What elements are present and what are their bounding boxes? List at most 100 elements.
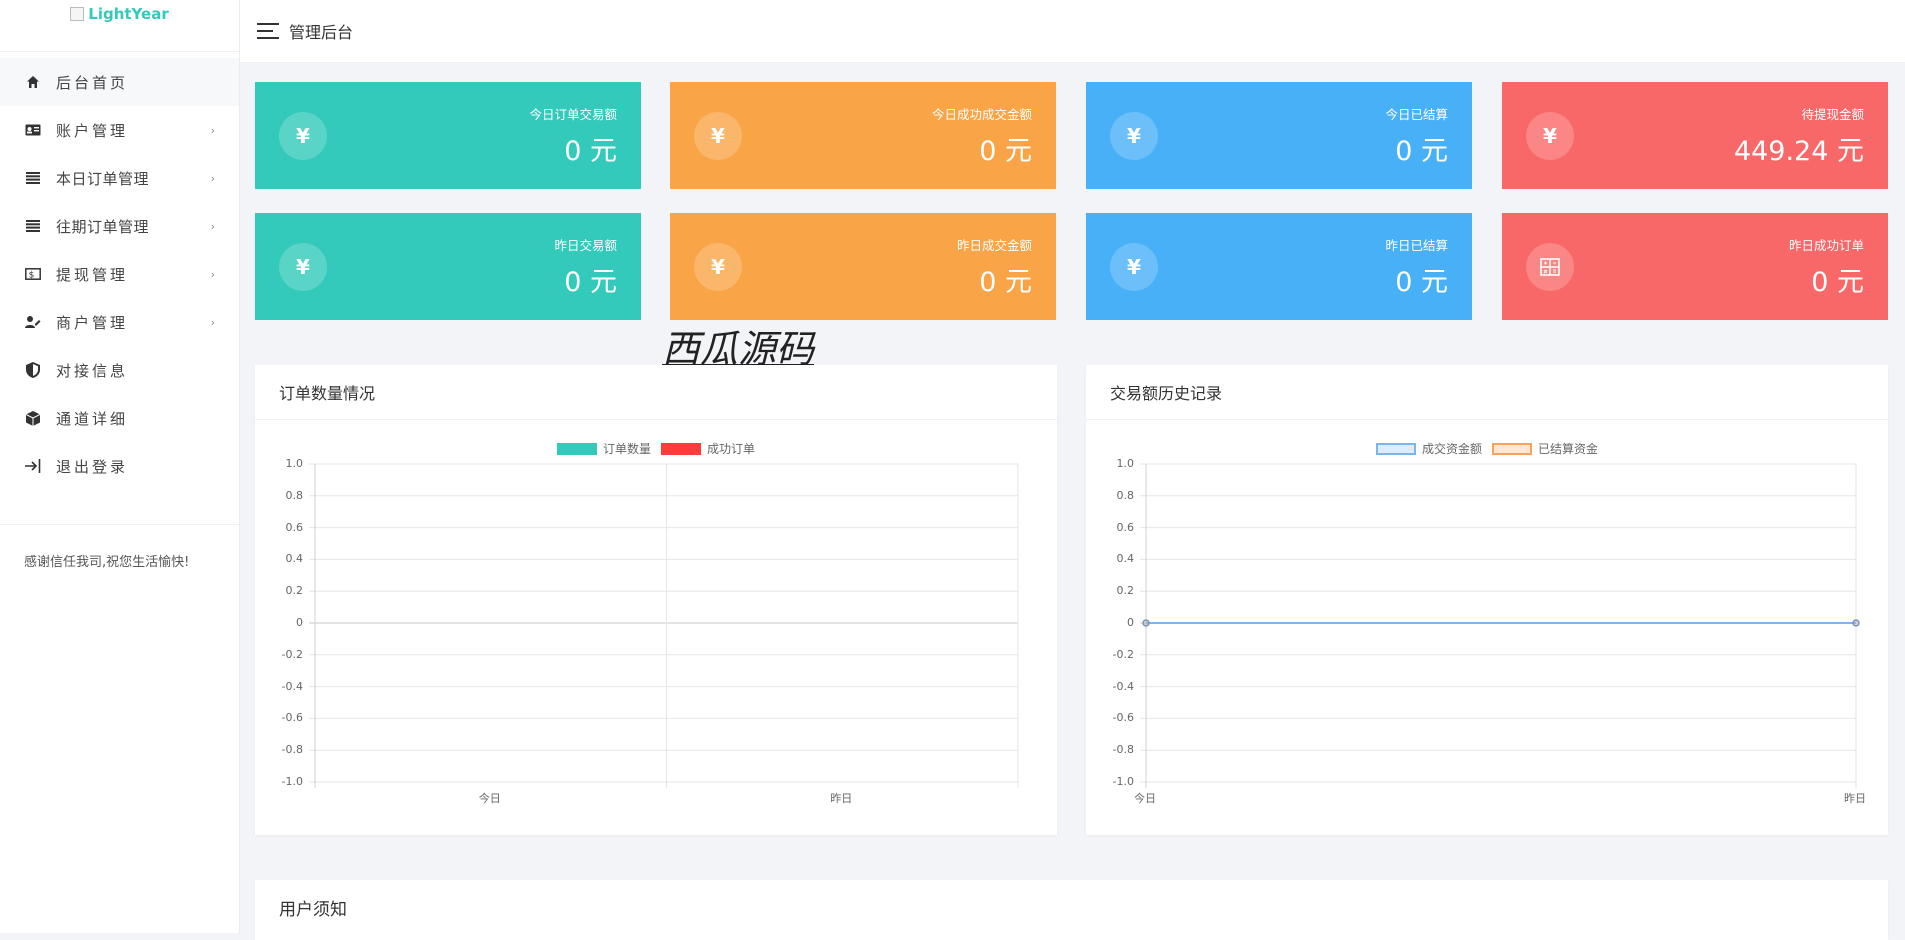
legend-item[interactable]: 已结算资金 [1492,440,1598,457]
y-tick-label: -0.6 [1112,711,1134,725]
yen-icon: ¥ [279,111,327,160]
legend-label: 成功订单 [707,442,756,456]
history-chart: 成交资金额 已结算资金 1.0 0.8 0.6 0.4 0.2 0 -0.2 -0.4 -0.6 -0… [1086,420,1888,835]
stat-card-yesterday-settled: ¥ 昨日已结算 0 元 [1086,213,1472,320]
x-tick-label: 昨日 [1844,792,1866,805]
panel-title: 交易额历史记录 [1086,365,1888,420]
stat-card-today-order-amount: ¥ 今日订单交易额 0 元 [255,82,641,189]
yen-icon: ¥ [1110,242,1158,291]
watermark-text: 西瓜源码 [662,327,815,371]
legend-swatch [1375,442,1416,455]
y-tick-label: -0.4 [1112,679,1134,693]
chevron-right-icon: › [210,267,215,281]
y-tick-label: -1.0 [281,775,303,788]
chevron-right-icon: › [210,123,215,137]
stat-card-label: 昨日成交金额 [956,237,1032,253]
yen-icon: ¥ [694,111,742,160]
sidebar-item-home[interactable]: 后台首页 [0,58,239,106]
sidebar-item-today-orders[interactable]: 本日订单管理 › [0,154,239,202]
legend-swatch [556,442,597,455]
stat-card-label: 待提现金额 [1801,106,1864,122]
stat-card-today-settled: ¥ 今日已结算 0 元 [1086,82,1472,189]
stat-card-value: 0 元 [564,266,617,298]
sidebar-item-past-orders[interactable]: 往期订单管理 › [0,202,239,250]
legend-item[interactable]: 成交资金额 [1375,440,1482,457]
chevron-right-icon: › [210,315,215,329]
orders-chart-panel: 订单数量情况 订单数量 成功订单 1.0 0.8 0.6 0.4 0.2 0 -0.2 -0.4 -… [255,365,1057,835]
list-icon [24,169,42,187]
y-tick-label: -0.8 [1112,743,1134,757]
legend-item[interactable]: 订单数量 [556,440,651,457]
sidebar-item-merchant[interactable]: 商户管理 › [0,298,239,346]
stat-card-value: 0 元 [564,135,617,167]
legend-label: 订单数量 [602,442,651,456]
menu-toggle-icon[interactable] [257,23,279,39]
y-tick-label: 0 [296,616,303,629]
logo[interactable]: LightYear [0,0,239,52]
stat-card-value: 0 元 [979,266,1032,298]
sidebar-item-logout[interactable]: 退出登录 [0,442,239,490]
notice-panel: 用户须知 [255,880,1888,940]
user-edit-icon [24,313,42,331]
stat-card-value: 0 元 [1395,135,1448,167]
chart-legend[interactable]: 订单数量 成功订单 [255,440,1057,457]
cash-icon: $ [24,265,42,283]
chart-canvas [309,463,1019,788]
stat-card-label: 昨日成功订单 [1788,237,1864,253]
sidebar-item-withdraw[interactable]: $ 提现管理 › [0,250,239,298]
sidebar-nav: 后台首页 账户管理 › 本日订单管理 › 往期订单管理 › $ [0,52,239,490]
yen-icon: ¥ [1526,111,1574,160]
sidebar-item-label: 本日订单管理 [56,169,150,188]
stat-card-value: 0 元 [1395,266,1448,298]
orders-chart: 订单数量 成功订单 1.0 0.8 0.6 0.4 0.2 0 -0.2 -0.4 -0.6 -0.8… [255,420,1057,835]
broken-image-icon [70,6,85,21]
y-tick-label: -0.6 [281,711,303,725]
logo-image: LightYear [70,5,169,23]
calculator-icon [1526,242,1574,291]
y-tick-label: -0.2 [1112,647,1134,661]
chart-legend[interactable]: 成交资金额 已结算资金 [1086,440,1888,457]
x-tick-label: 今日 [1134,792,1156,805]
y-tick-label: 0 [1127,616,1134,629]
sidebar-item-channel[interactable]: 通道详细 [0,394,239,442]
stat-card-label: 今日已结算 [1385,106,1448,122]
panel-title: 订单数量情况 [255,365,1057,420]
history-chart-panel: 交易额历史记录 成交资金额 已结算资金 1.0 0.8 0.6 0.4 0.2 0 -0.2 -0… [1086,365,1888,835]
cube-icon [24,409,42,427]
logout-icon [24,457,42,475]
sidebar-item-account[interactable]: 账户管理 › [0,106,239,154]
sidebar-footer-text: 感谢信任我司,祝您生活愉快! [24,555,190,570]
legend-swatch [661,442,701,455]
stat-card-label: 今日成功成交金额 [931,106,1032,122]
stat-card-yesterday-success-orders: 昨日成功订单 0 元 [1502,213,1888,320]
stat-card-value: 0 元 [979,135,1032,167]
stat-card-label: 今日订单交易额 [529,106,617,122]
stat-card-yesterday-amount: ¥ 昨日交易额 0 元 [255,213,641,320]
id-card-icon [24,121,42,139]
stat-card-value: 0 元 [1811,266,1864,298]
y-tick-label: 0.8 [285,488,304,502]
y-tick-label: -0.2 [281,647,303,661]
legend-label: 已结算资金 [1538,442,1599,456]
sidebar-item-label: 退出登录 [56,457,129,476]
y-tick-label: 1.0 [285,457,304,470]
data-point [1852,619,1860,627]
yen-icon: ¥ [279,242,327,291]
chart-canvas [1140,463,1860,788]
data-point [1142,619,1150,627]
y-tick-label: 1.0 [1116,457,1135,470]
y-tick-label: -0.8 [281,743,303,757]
sidebar-item-label: 往期订单管理 [56,217,150,236]
list-icon [24,217,42,235]
sidebar-item-label: 对接信息 [56,361,129,380]
chevron-right-icon: › [210,171,215,185]
legend-label: 成交资金额 [1421,442,1482,456]
sidebar-item-integration[interactable]: 对接信息 [0,346,239,394]
legend-item[interactable]: 成功订单 [661,440,755,457]
y-tick-label: 0.2 [285,584,304,598]
legend-swatch [1492,442,1532,455]
yen-icon: ¥ [694,242,742,291]
x-tick-label: 今日 [478,792,501,805]
sidebar-item-label: 商户管理 [56,313,129,332]
y-tick-label: -1.0 [1112,775,1134,788]
